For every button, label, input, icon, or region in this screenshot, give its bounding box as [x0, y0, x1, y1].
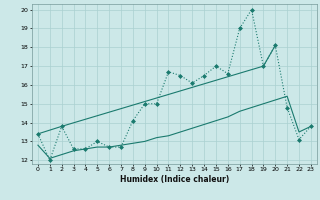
X-axis label: Humidex (Indice chaleur): Humidex (Indice chaleur) — [120, 175, 229, 184]
